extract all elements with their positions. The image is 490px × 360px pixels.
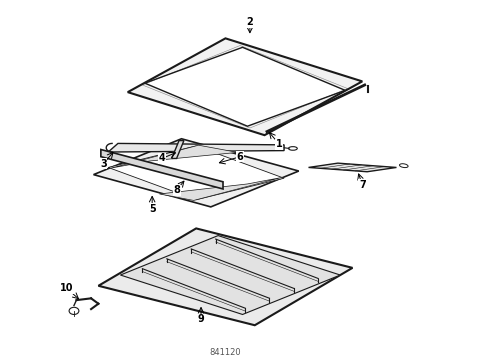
Polygon shape [108,146,284,200]
Polygon shape [128,39,362,135]
Polygon shape [108,143,284,152]
Polygon shape [98,228,352,325]
Text: 2: 2 [246,17,253,27]
Polygon shape [94,139,299,207]
Text: 4: 4 [159,153,165,163]
Text: 7: 7 [359,180,366,190]
Polygon shape [121,235,340,315]
Polygon shape [101,149,223,189]
Text: 5: 5 [149,204,155,214]
Text: 1: 1 [276,139,283,149]
Text: 8: 8 [173,185,180,195]
Polygon shape [111,145,238,168]
Text: 10: 10 [60,283,74,293]
Polygon shape [172,140,184,158]
Polygon shape [309,163,396,172]
Polygon shape [159,177,282,201]
Polygon shape [145,47,345,126]
Text: 3: 3 [100,159,107,169]
Text: 6: 6 [237,152,244,162]
Text: 841120: 841120 [210,348,241,357]
Text: 9: 9 [197,314,204,324]
